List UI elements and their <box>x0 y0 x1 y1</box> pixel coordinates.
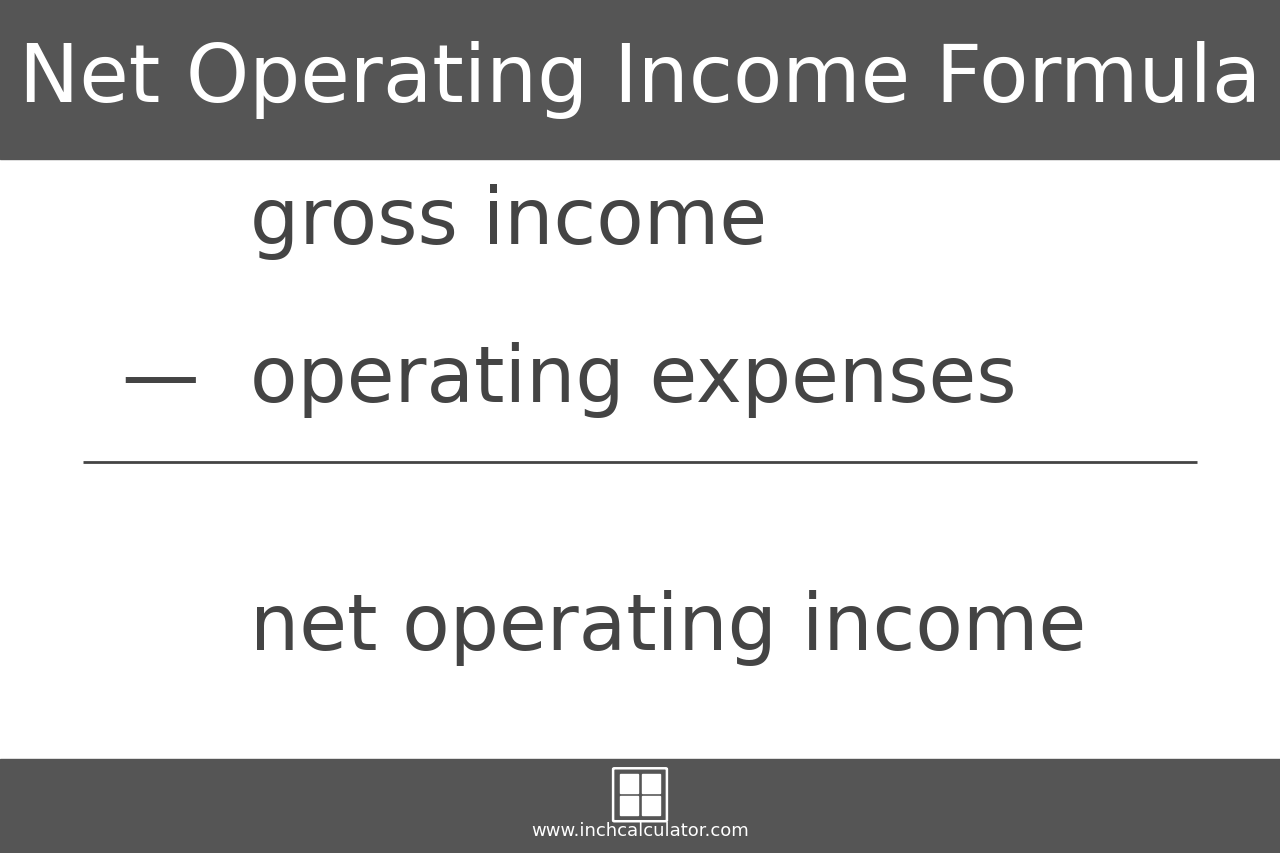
Text: gross income: gross income <box>250 184 767 259</box>
Bar <box>0 160 1280 759</box>
Bar <box>641 797 660 815</box>
Bar <box>0 0 1280 160</box>
Text: net operating income: net operating income <box>250 589 1085 664</box>
Bar <box>641 775 660 793</box>
Bar <box>620 775 639 793</box>
Bar <box>0 759 1280 853</box>
Text: Net Operating Income Formula: Net Operating Income Formula <box>19 41 1261 119</box>
Bar <box>620 797 639 815</box>
Text: operating expenses: operating expenses <box>250 342 1016 417</box>
Text: —: — <box>122 342 200 417</box>
Text: www.inchcalculator.com: www.inchcalculator.com <box>531 821 749 838</box>
